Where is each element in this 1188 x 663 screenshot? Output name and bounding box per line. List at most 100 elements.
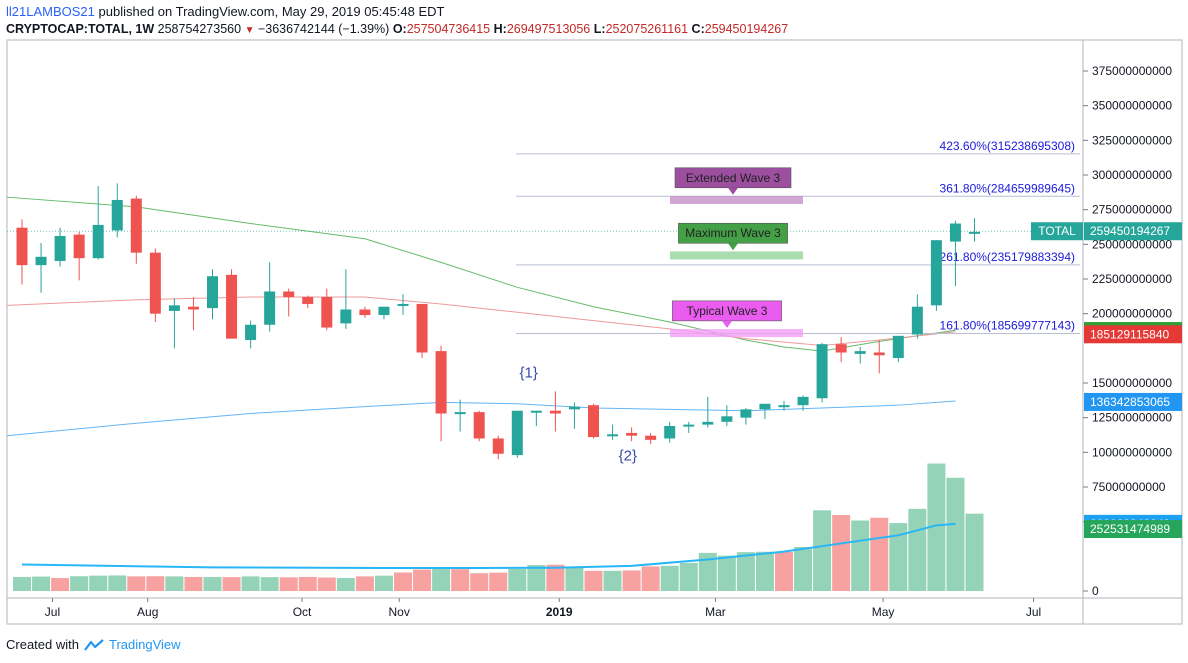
- volume-bar: [451, 569, 470, 591]
- candle-body: [207, 276, 218, 309]
- volume-bar: [432, 567, 451, 591]
- low-label: L:: [593, 22, 606, 36]
- volume-bar: [698, 552, 717, 591]
- tradingview-logo-icon: [84, 638, 104, 651]
- price-tick-label: 325000000000: [1092, 133, 1172, 147]
- ma-red-line: [6, 296, 956, 347]
- volume-bar: [889, 523, 908, 591]
- axis-value-badge: [1084, 520, 1182, 539]
- time-tick-label: Jul: [1026, 605, 1041, 619]
- time-tick-label: May: [872, 605, 895, 619]
- wave-count-label: {1}: [520, 364, 538, 381]
- volume-bar: [527, 565, 546, 591]
- candle-body: [949, 223, 961, 242]
- author-link[interactable]: ll21LAMBOS21: [6, 4, 95, 19]
- candle-body: [816, 344, 828, 399]
- volume-bar: [241, 576, 260, 591]
- candle-body: [92, 224, 104, 259]
- candle-body: [568, 406, 580, 410]
- series-name-badge: [1031, 222, 1083, 241]
- candle-body: [835, 344, 847, 353]
- volume-bar: [508, 568, 527, 591]
- price-change: −3636742144 (−1.39%): [257, 22, 390, 36]
- candle-body: [683, 424, 695, 427]
- candle-body: [702, 421, 714, 425]
- volume-bar: [279, 577, 298, 591]
- last-price: 258754273560: [157, 22, 242, 36]
- time-tick-label: Oct: [293, 605, 312, 619]
- volume-bar: [394, 572, 412, 591]
- low-value: 252075261161: [605, 22, 689, 36]
- time-tick-label: Nov: [389, 605, 410, 619]
- candle-body: [892, 335, 904, 359]
- candle-body: [111, 199, 123, 231]
- price-tick-label: 100000000000: [1092, 445, 1172, 459]
- volume-bar: [755, 551, 774, 591]
- price-tick-label: 125000000000: [1092, 411, 1172, 425]
- volume-bar: [584, 570, 603, 591]
- fib-level-label: 161.80%(185699777143): [940, 318, 1075, 332]
- price-tick-label: 75000000000: [1092, 480, 1166, 494]
- candle-body: [549, 410, 561, 414]
- axis-value-label: 259450194267: [1090, 224, 1170, 238]
- candle-body: [492, 438, 504, 454]
- volume-bar: [965, 513, 984, 591]
- candle-body: [16, 227, 28, 266]
- volume-bar: [717, 555, 736, 591]
- candle-body: [264, 291, 276, 325]
- volume-bar: [775, 551, 793, 591]
- fib-level-label: 423.60%(315238695308): [940, 139, 1075, 153]
- axis-value-badge: [1084, 392, 1182, 411]
- volume-bar: [908, 508, 927, 591]
- candle-body: [911, 306, 923, 335]
- publish-line: ll21LAMBOS21 published on TradingView.co…: [6, 4, 444, 19]
- candle-body: [397, 303, 409, 306]
- volume-bar: [184, 576, 203, 591]
- volume-bar: [470, 573, 489, 591]
- volume-bar: [374, 575, 393, 591]
- time-tick-label: Jul: [45, 605, 60, 619]
- volume-bar: [489, 572, 508, 591]
- candle-body: [283, 291, 295, 298]
- candle-body: [73, 234, 85, 259]
- candle-body: [607, 434, 619, 437]
- volume-bar: [317, 577, 336, 591]
- wave-count-label: {2}: [619, 448, 637, 465]
- volume-bar: [203, 576, 222, 591]
- candle-body: [626, 432, 638, 436]
- open-label: O:: [392, 22, 407, 36]
- candle-body: [778, 405, 790, 408]
- candle-body: [226, 274, 238, 339]
- wave-callout-pointer: [722, 320, 732, 328]
- volume-bar: [794, 546, 813, 591]
- candle-body: [168, 305, 180, 311]
- volume-bar: [832, 514, 851, 591]
- candle-body: [530, 410, 542, 413]
- candle-body: [854, 351, 866, 354]
- volume-bar: [641, 566, 660, 591]
- wave-band: [670, 251, 803, 260]
- price-tick-label: 225000000000: [1092, 272, 1172, 286]
- time-tick-label: Aug: [137, 605, 158, 619]
- candle-body: [664, 425, 676, 439]
- price-tick-label: 0: [1092, 584, 1099, 598]
- candle-body: [873, 352, 885, 356]
- candle-body: [302, 297, 314, 304]
- open-value: 257504736415: [406, 22, 491, 36]
- candle-body: [130, 198, 142, 253]
- volume-bar: [298, 576, 317, 591]
- volume-bar: [413, 569, 432, 591]
- volume-bar: [70, 576, 89, 591]
- candle-body: [588, 405, 599, 438]
- candle-body: [435, 351, 447, 414]
- wave-callout-pointer: [728, 187, 738, 195]
- volume-bar: [13, 576, 31, 591]
- close-value: 259450194267: [704, 22, 789, 36]
- volume-bar: [546, 564, 565, 591]
- wave-callout-pointer: [728, 243, 738, 251]
- fib-level-label: 361.80%(284659989645): [940, 181, 1075, 195]
- candle-body: [969, 231, 980, 234]
- tradingview-link[interactable]: TradingView: [108, 637, 181, 652]
- publish-info: published on TradingView.com, May 29, 20…: [98, 4, 445, 19]
